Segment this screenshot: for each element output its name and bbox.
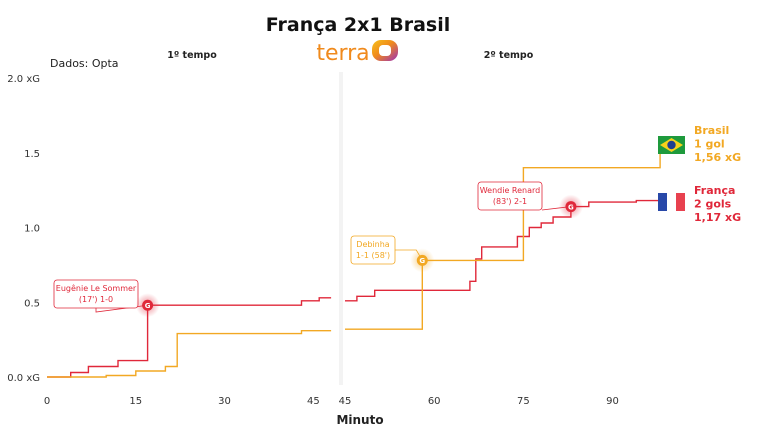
x-axis-label: Minuto: [336, 413, 383, 427]
y-tick-label: 2.0 xG: [7, 74, 40, 85]
panel-title: 2º tempo: [484, 50, 534, 61]
goal-marker: [565, 201, 577, 213]
y-tick-label: 0.0 xG: [7, 373, 40, 384]
goal-label-text: Eugênie Le Sommer: [56, 283, 137, 293]
goal-marker: [142, 299, 154, 311]
goal-label-text: 1-1 (58'): [356, 251, 390, 260]
goal-label-box: [350, 235, 396, 265]
x-tick-label: 15: [129, 396, 142, 407]
x-tick-label: 30: [218, 396, 231, 407]
team-summary-text: 1,17 xG: [694, 211, 741, 224]
goal-label-text: (83') 2-1: [493, 197, 527, 206]
goal-annotations: Eugênie Le Sommer (17') 1-0 G Debinha 1-1 (5…: [53, 181, 583, 318]
goal-marker-label: G: [145, 302, 151, 310]
terra-logo-text: terra: [316, 41, 369, 66]
goal-label-box: [53, 279, 139, 309]
france-flag-red: [676, 193, 685, 211]
goal-marker: [416, 254, 428, 266]
panel-background: [47, 72, 337, 385]
terra-logo: terra: [316, 40, 398, 66]
x-tick-label: 90: [606, 396, 619, 407]
france-flag-blue: [658, 193, 667, 211]
axes: 0 15 30 45 45 60 75 90 0.0 xG 0.5 1.0 1.5 2.0 xG: [7, 74, 619, 407]
x-tick-label: 60: [428, 396, 441, 407]
series-line-brasil: [47, 330, 332, 378]
panels: 1º tempo 2º tempo: [47, 50, 672, 385]
panel-background: [345, 72, 672, 385]
team-summary-text: 1,56 xG: [694, 151, 741, 164]
terra-logo-mark-inner: [379, 45, 391, 56]
team-summary-text: 2 gols: [694, 198, 732, 211]
y-tick-label: 1.5: [24, 149, 40, 160]
team-summary-text: Brasil: [694, 124, 729, 137]
france-flag-white: [667, 193, 676, 211]
team-summary-text: 1 gol: [694, 138, 725, 151]
goal-marker-label: G: [568, 203, 574, 211]
y-tick-label: 0.5: [24, 298, 40, 309]
source-label: Dados: Opta: [50, 57, 119, 70]
goal-label-text: Wendie Renard: [480, 186, 541, 195]
goal-label-box: [477, 181, 543, 211]
x-tick-label: 45: [339, 396, 352, 407]
x-tick-label: 0: [44, 396, 50, 407]
goal-label-text: Debinha: [356, 240, 390, 249]
x-tick-label: 75: [517, 396, 530, 407]
y-tick-label: 1.0: [24, 224, 40, 235]
x-tick-label: 45: [307, 396, 320, 407]
panel-title: 1º tempo: [167, 50, 217, 61]
series-line-franca: [47, 297, 332, 378]
goal-label-text: (17') 1-0: [79, 295, 113, 304]
goal-marker-label: G: [419, 257, 425, 265]
team-summary-text: França: [694, 184, 735, 197]
half-divider: [339, 72, 343, 385]
chart-title: França 2x1 Brasil: [266, 14, 451, 36]
brazil-flag-globe: [667, 140, 676, 150]
